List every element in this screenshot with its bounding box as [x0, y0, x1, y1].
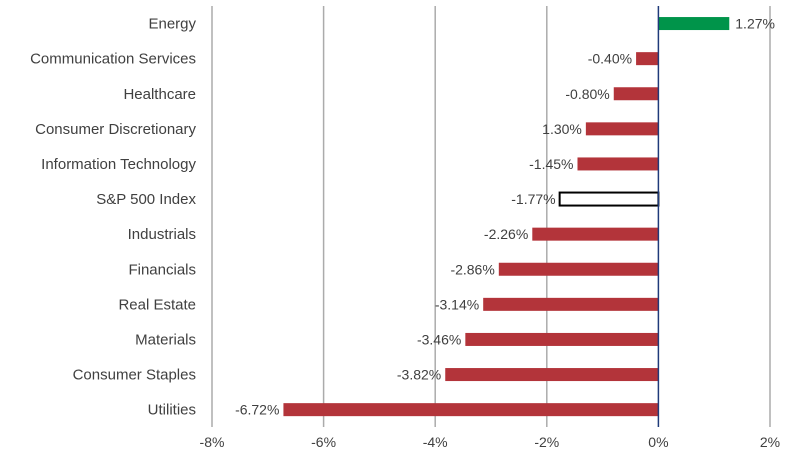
- bar-sandp-500-index: [558, 191, 660, 207]
- data-labels: 1.27% -0.40% -0.80% 1.30% -1.45% -1.77% -2.26%…: [235, 16, 775, 418]
- bar-materials: [465, 332, 659, 346]
- data-label-consumer-staples: -3.82%: [397, 367, 441, 383]
- category-label-healthcare: Healthcare: [123, 86, 196, 103]
- bar-utilities: [283, 403, 659, 417]
- category-label-industrials: Industrials: [128, 226, 196, 243]
- data-label-utilities: -6.72%: [235, 402, 279, 418]
- x-tick-label: -6%: [311, 434, 336, 450]
- category-label-sandp-500-index: S&P 500 Index: [96, 191, 196, 208]
- bar-consumer-discretionary: [585, 122, 659, 136]
- data-label-industrials: -2.26%: [484, 226, 528, 242]
- data-label-sandp-500-index: -1.77%: [511, 191, 555, 207]
- bar-consumer-staples: [445, 368, 659, 382]
- data-label-consumer-discretionary: 1.30%: [542, 121, 582, 137]
- data-label-energy: 1.27%: [735, 16, 775, 32]
- data-label-real-estate: -3.14%: [435, 296, 479, 312]
- bar-financials: [498, 262, 659, 276]
- category-label-utilities: Utilities: [148, 402, 196, 419]
- bars: [283, 17, 730, 417]
- bar-industrials: [532, 227, 659, 241]
- x-tick-label: 2%: [760, 434, 780, 450]
- gridlines: [211, 6, 771, 427]
- bar-energy: [658, 17, 730, 31]
- x-tick-label: -4%: [423, 434, 448, 450]
- bar-information-technology: [577, 157, 659, 171]
- data-label-materials: -3.46%: [417, 331, 461, 347]
- data-label-healthcare: -0.80%: [565, 86, 609, 102]
- bar-communication-services: [636, 52, 659, 66]
- data-label-information-technology: -1.45%: [529, 156, 573, 172]
- category-label-consumer-discretionary: Consumer Discretionary: [35, 121, 196, 138]
- bar-real-estate: [483, 297, 659, 311]
- bar-healthcare: [613, 87, 659, 101]
- x-tick-label: -2%: [534, 434, 559, 450]
- category-labels: Energy Communication Services Healthcare Co…: [30, 16, 196, 419]
- category-label-consumer-staples: Consumer Staples: [73, 367, 196, 384]
- x-axis-tick-labels: -8% -6% -4% -2% 0% 2%: [200, 434, 781, 450]
- category-label-energy: Energy: [148, 16, 196, 33]
- x-tick-label: 0%: [648, 434, 668, 450]
- category-label-real-estate: Real Estate: [118, 296, 196, 313]
- category-label-materials: Materials: [135, 331, 196, 348]
- category-label-information-technology: Information Technology: [41, 156, 196, 173]
- category-label-communication-services: Communication Services: [30, 51, 196, 68]
- data-label-financials: -2.86%: [450, 261, 494, 277]
- category-label-financials: Financials: [128, 261, 196, 278]
- data-label-communication-services: -0.40%: [588, 51, 632, 67]
- x-tick-label: -8%: [200, 434, 225, 450]
